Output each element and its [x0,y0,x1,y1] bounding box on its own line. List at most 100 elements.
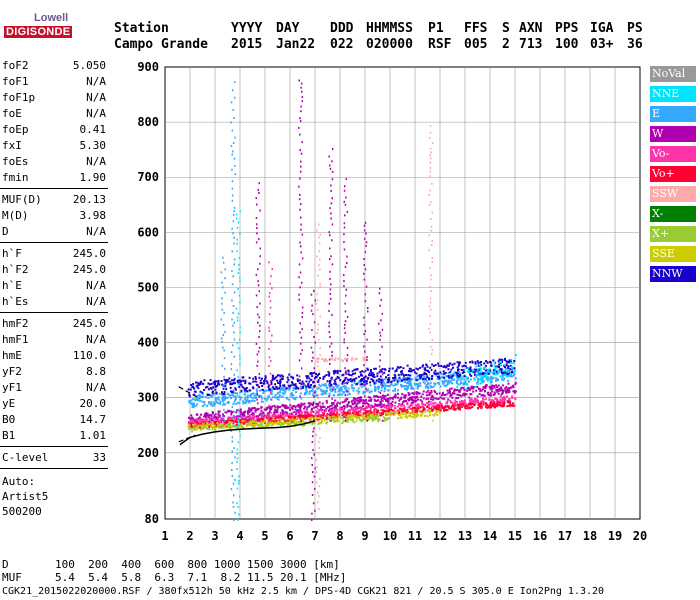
streak-point [301,306,304,309]
trace-point [264,378,267,381]
trace-point [351,370,354,373]
trace-point [237,401,240,404]
trace-point [213,416,216,419]
trace-point [291,417,294,420]
trace-point [394,376,397,379]
trace-point [369,399,372,402]
trace-point [414,410,416,412]
trace-point [328,392,331,395]
trace-point [188,428,191,430]
trace-point [358,380,361,383]
header-row2-field-4: 020000 [366,37,413,52]
trace-point [215,391,218,394]
streak-point [301,311,304,314]
trace-point [306,412,309,415]
streak-point [310,346,313,349]
trace-point [463,364,466,367]
trace-point [199,427,202,430]
trace-point [281,409,284,412]
trace-point [502,402,505,405]
trace-point [336,418,339,421]
trace-point [359,398,362,401]
trace-point [390,405,393,408]
trace-point [196,403,198,406]
param-name: foF1p [2,91,36,104]
trace-point [195,385,198,388]
streak-point [221,364,224,367]
streak-point [345,288,347,291]
trace-point [405,374,407,376]
streak-point [223,311,225,314]
trace-point [373,398,376,401]
trace-point [396,380,399,383]
trace-point [423,408,426,411]
trace-point [414,399,417,402]
trace-point [223,399,226,402]
trace-point [298,382,301,385]
y-tick-label-300: 300 [137,391,159,405]
trace-point [245,399,248,402]
trace-point [225,420,228,423]
trace-point [471,406,474,408]
trace-point [385,399,387,402]
trace-point [456,401,459,403]
trace-point [368,406,371,408]
streak-point [236,487,239,490]
streak-point [364,221,367,224]
trace-point [402,376,405,379]
trace-point [478,374,481,377]
trace-point [412,369,415,371]
trace-point [320,420,323,423]
trace-point [260,415,263,418]
streak-point [317,491,319,494]
streak-point [312,415,315,418]
trace-point [373,418,376,421]
trace-point [229,427,232,430]
trace-point [410,397,413,400]
trace-point [440,365,443,367]
trace-point [395,368,398,371]
trace-point [402,367,405,370]
trace-point [409,379,412,382]
trace-point [377,390,380,393]
trace-point [369,416,372,419]
trace-point [411,416,414,419]
trace-point [251,397,254,400]
trace-point [192,420,195,423]
trace-point [242,419,245,422]
trace-point [361,370,364,373]
trace-point [249,415,252,418]
trace-point [336,410,339,413]
trace-point [347,414,350,417]
streak-point [431,413,434,416]
trace-point [384,398,387,401]
streak-point [233,210,235,213]
streak-point [312,401,315,404]
trace-point [487,391,490,394]
trace-point [273,388,276,390]
trace-point [227,423,230,426]
trace-point [352,397,355,400]
trace-point [416,395,419,398]
trace-point [390,380,393,383]
trace-point [414,404,417,406]
trace-point [192,424,194,427]
streak-point [331,197,333,200]
trace-point [284,418,287,421]
param-value: N/A [86,333,106,346]
streak-point [344,185,346,188]
trace-point [425,391,428,394]
streak-point [314,341,316,344]
streak-point [330,402,333,404]
trace-point [261,397,264,400]
trace-point [377,388,380,390]
streak-point [378,365,381,368]
trace-point [506,391,509,394]
trace-point [506,405,509,408]
streak-point [232,501,234,504]
streak-point [329,412,332,414]
trace-point [473,378,476,381]
streak-point [364,350,366,353]
trace-point [409,382,412,385]
trace-point [307,386,310,389]
